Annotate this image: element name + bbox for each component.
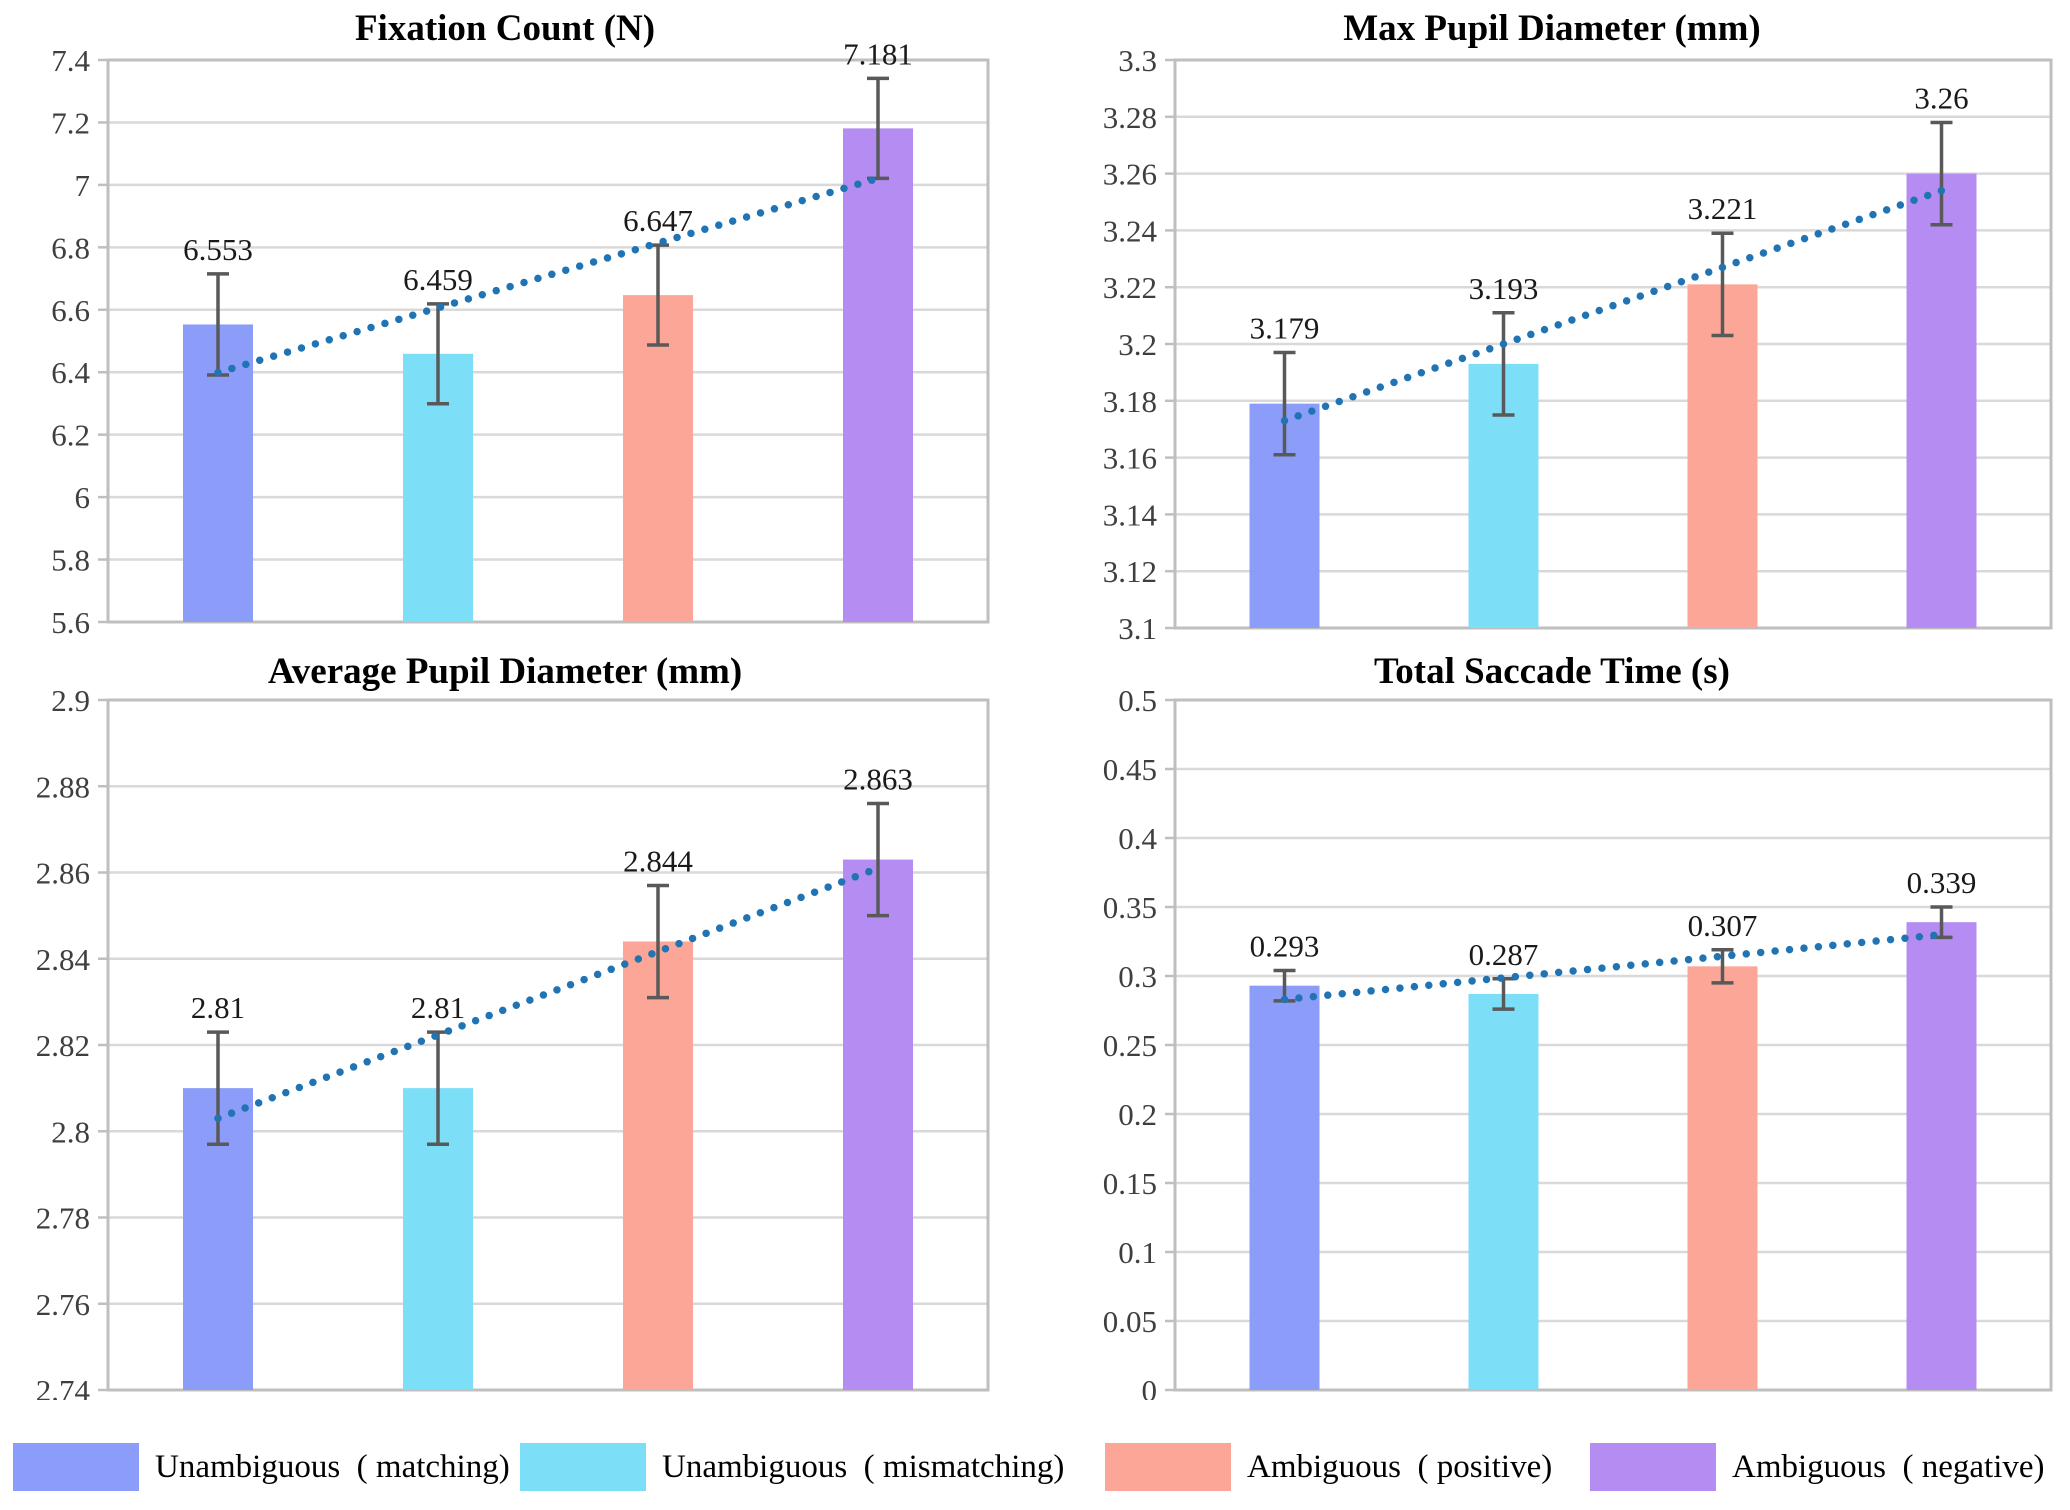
y-tick-label: 2.74 [36, 1373, 91, 1400]
y-tick-label: 2.86 [36, 856, 90, 891]
y-tick-label: 2.78 [36, 1201, 90, 1236]
y-tick-label: 0.35 [1103, 890, 1157, 925]
bar [1468, 993, 1539, 1390]
bar [1906, 922, 1977, 1390]
data-label: 3.26 [1914, 80, 1968, 115]
y-tick-label: 0.1 [1118, 1235, 1157, 1270]
y-tick-label: 0.2 [1118, 1097, 1157, 1132]
y-tick-label: 3.1 [1118, 611, 1157, 645]
legend-label-ambiguous-negative: Ambiguous ( negative) [1732, 1449, 2045, 1485]
y-tick-label: 0 [1142, 1373, 1158, 1400]
y-tick-label: 2.76 [36, 1287, 90, 1322]
y-tick-label: 6.8 [51, 230, 90, 265]
data-label: 3.221 [1688, 191, 1758, 226]
y-tick-label: 0.3 [1118, 959, 1157, 994]
data-label: 6.459 [403, 262, 473, 297]
legend-label-ambiguous-positive: Ambiguous ( positive) [1247, 1449, 1553, 1485]
legend-label-unambiguous-matching: Unambiguous ( matching) [155, 1449, 510, 1485]
y-tick-label: 7.4 [51, 43, 90, 78]
bar [1687, 966, 1758, 1390]
chart-title: Fixation Count (N) [355, 8, 655, 49]
legend: Unambiguous ( matching) Unambiguous ( mi… [0, 1400, 2070, 1510]
y-tick-label: 2.8 [51, 1114, 90, 1149]
bar [623, 295, 693, 622]
legend-swatch-ambiguous-negative [1590, 1443, 1716, 1491]
bar [623, 941, 693, 1390]
plot-border [1173, 58, 2053, 630]
chart-title: Total Saccade Time (s) [1374, 651, 1730, 692]
legend-entry-unambiguous-matching: Unambiguous ( matching) [13, 1442, 510, 1492]
chart-average-pupil-diameter: 2.9 2.88 2.86 2.84 2.82 2.8 2.78 2.76 2.74 2.81 2.… [36, 651, 990, 1400]
legend-label-unambiguous-mismatching: Unambiguous ( mismatching) [662, 1449, 1065, 1485]
y-tick-label: 2.84 [36, 942, 91, 977]
data-label: 0.287 [1469, 937, 1539, 972]
legend-entry-unambiguous-mismatching: Unambiguous ( mismatching) [520, 1442, 1064, 1492]
legend-entry-ambiguous-negative: Ambiguous ( negative) [1590, 1442, 2045, 1492]
data-label: 0.293 [1250, 928, 1320, 963]
y-tick-label: 6.4 [51, 355, 90, 390]
y-tick-label: 0.5 [1118, 683, 1157, 718]
y-tick-label: 2.9 [51, 683, 90, 718]
y-tick-label: 3.28 [1103, 100, 1157, 135]
data-label: 6.647 [623, 203, 693, 238]
legend-swatch-unambiguous-mismatching [520, 1443, 646, 1491]
trendline [214, 864, 882, 1123]
plot-border [1173, 698, 2053, 1392]
plot-border [106, 58, 990, 624]
trendline [214, 174, 882, 377]
y-tick-label: 2.82 [36, 1028, 90, 1063]
data-label: 7.181 [843, 36, 913, 71]
data-label: 0.307 [1688, 908, 1758, 943]
bar [1906, 173, 1977, 628]
y-tick-label: 3.12 [1103, 554, 1157, 589]
trendline [1280, 930, 1946, 1004]
data-label: 6.553 [183, 232, 253, 267]
bar [1249, 985, 1320, 1390]
y-tick-label: 7 [75, 168, 91, 203]
y-tick-label: 3.18 [1103, 384, 1157, 419]
trendline [1280, 186, 1946, 425]
chart-max-pupil-diameter: 3.3 3.28 3.26 3.24 3.22 3.2 3.18 3.16 3.14 3.12 3.… [1103, 8, 2053, 645]
bar [843, 859, 913, 1390]
y-tick-label: 3.16 [1103, 441, 1157, 476]
y-tick-label: 0.05 [1103, 1304, 1157, 1339]
data-label: 2.81 [411, 990, 465, 1025]
y-tick-label: 0.45 [1103, 752, 1157, 787]
y-tick-label: 6.6 [51, 293, 90, 328]
y-tick-label: 6.2 [51, 418, 90, 453]
chart-fixation-count: 7.4 7.2 7 6.8 6.6 6.4 6.2 6 5.8 5.6 6.553 6.459 6.64… [51, 8, 990, 640]
y-tick-label: 0.15 [1103, 1166, 1157, 1201]
y-tick-label: 3.3 [1118, 43, 1157, 78]
y-tick-label: 3.26 [1103, 157, 1157, 192]
y-tick-label: 5.8 [51, 543, 90, 578]
y-tick-label: 0.4 [1118, 821, 1157, 856]
data-label: 3.179 [1250, 311, 1320, 346]
legend-swatch-ambiguous-positive [1105, 1443, 1231, 1491]
y-tick-label: 2.88 [36, 769, 90, 804]
y-tick-label: 3.2 [1118, 327, 1157, 362]
data-label: 3.193 [1469, 271, 1539, 306]
legend-swatch-unambiguous-matching [13, 1443, 139, 1491]
chart-title: Average Pupil Diameter (mm) [268, 651, 742, 692]
legend-entry-ambiguous-positive: Ambiguous ( positive) [1105, 1442, 1552, 1492]
y-tick-label: 6 [75, 480, 91, 515]
data-label: 0.339 [1907, 865, 1977, 900]
y-tick-label: 3.24 [1103, 213, 1158, 248]
y-tick-label: 3.22 [1103, 270, 1157, 305]
y-tick-label: 3.14 [1103, 497, 1158, 532]
chart-title: Max Pupil Diameter (mm) [1343, 8, 1761, 49]
y-tick-label: 5.6 [51, 605, 90, 640]
data-label: 2.844 [623, 843, 693, 878]
bar [1687, 284, 1758, 628]
bar [843, 128, 913, 623]
chart-total-saccade-time: 0.5 0.45 0.4 0.35 0.3 0.25 0.2 0.15 0.1 0.05 0 0.29… [1103, 651, 2053, 1400]
data-label: 2.863 [843, 762, 913, 797]
data-label: 2.81 [191, 990, 245, 1025]
y-tick-label: 0.25 [1103, 1028, 1157, 1063]
y-tick-label: 7.2 [51, 105, 90, 140]
plot-border [106, 698, 990, 1392]
